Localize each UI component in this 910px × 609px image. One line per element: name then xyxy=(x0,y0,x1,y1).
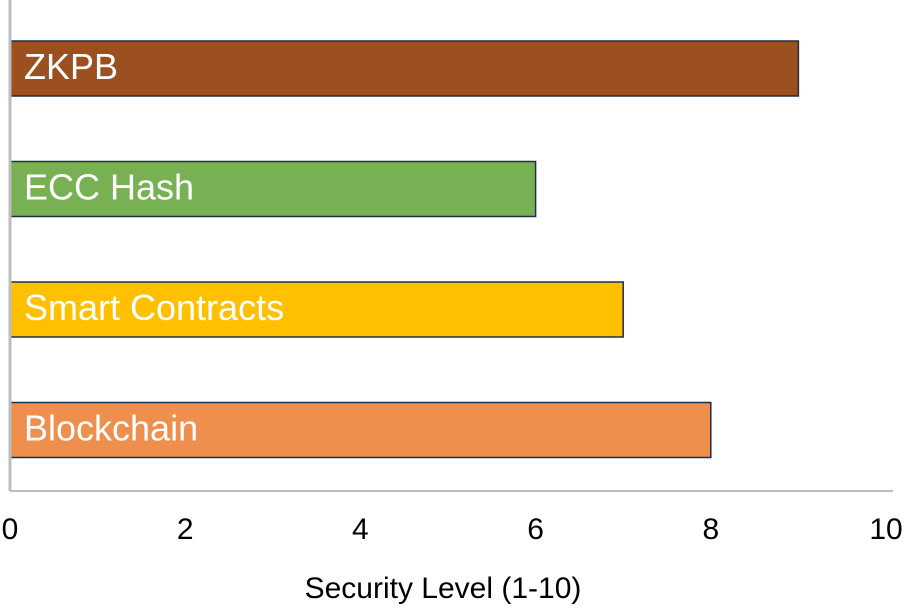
x-tick-label: 6 xyxy=(527,513,544,546)
bar xyxy=(9,401,712,459)
bar xyxy=(9,40,800,97)
bar xyxy=(9,160,537,218)
x-tick-label: 10 xyxy=(869,513,902,546)
category-label: ECC Hash xyxy=(24,167,194,208)
x-axis-title: Security Level (1-10) xyxy=(305,572,582,605)
x-tick-label: 4 xyxy=(352,513,369,546)
x-tick-label: 0 xyxy=(2,513,19,546)
x-tick-label: 2 xyxy=(177,513,194,546)
x-tick-label: 8 xyxy=(702,513,719,546)
category-label: ZKPB xyxy=(24,46,118,87)
category-label: Smart Contracts xyxy=(24,287,284,328)
category-label: Blockchain xyxy=(24,408,198,449)
bar xyxy=(9,281,624,338)
